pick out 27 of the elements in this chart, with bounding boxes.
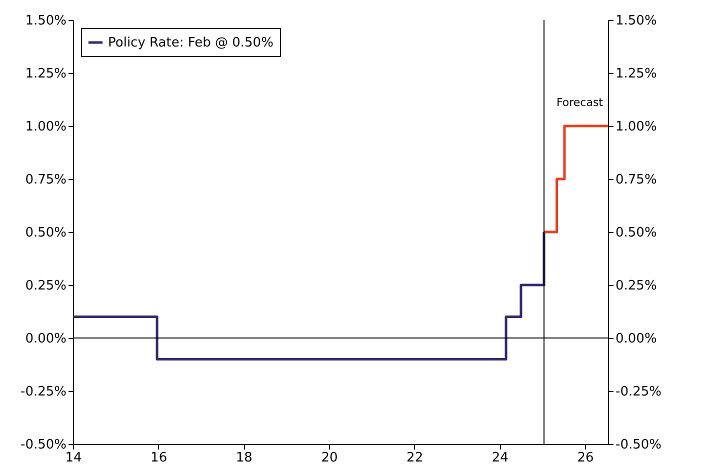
y2-tick-label: 0.00% (616, 332, 657, 346)
x-tick-label: 16 (150, 450, 168, 466)
x-tick-label: 14 (65, 450, 82, 466)
x-tick-label: 18 (236, 450, 252, 466)
y-tick-label: 0.50% (25, 226, 66, 240)
y-tick-label: 0.75% (25, 172, 66, 188)
x-tick-label: 24 (492, 450, 508, 466)
x-tick-label: 20 (321, 450, 338, 466)
legend-label: Policy Rate: Feb @ 0.50% (108, 36, 274, 50)
y2-tick-label: 1.00% (616, 120, 657, 134)
y-tick-label: 1.50% (25, 14, 66, 28)
y2-tick-label: -0.50% (616, 438, 662, 452)
y2-tick-label: 0.25% (616, 278, 657, 294)
y2-tick-label: 1.25% (616, 66, 657, 82)
x-tick-label: 22 (406, 450, 424, 466)
y-tick-label: -0.50% (20, 438, 66, 452)
x-tick-label: 26 (577, 450, 594, 466)
y-tick-label: 1.25% (25, 66, 66, 82)
y-tick-label: 0.00% (25, 332, 66, 346)
annotation: Forecast (556, 96, 604, 109)
y2-tick-label: 0.75% (616, 172, 657, 188)
y2-tick-label: 1.50% (616, 14, 657, 28)
y-tick-label: 1.00% (25, 120, 66, 134)
y-tick-label: -0.25% (20, 384, 66, 400)
y2-tick-label: -0.25% (616, 384, 662, 400)
y2-tick-label: 0.50% (616, 226, 657, 240)
y-tick-label: 0.25% (25, 278, 66, 294)
